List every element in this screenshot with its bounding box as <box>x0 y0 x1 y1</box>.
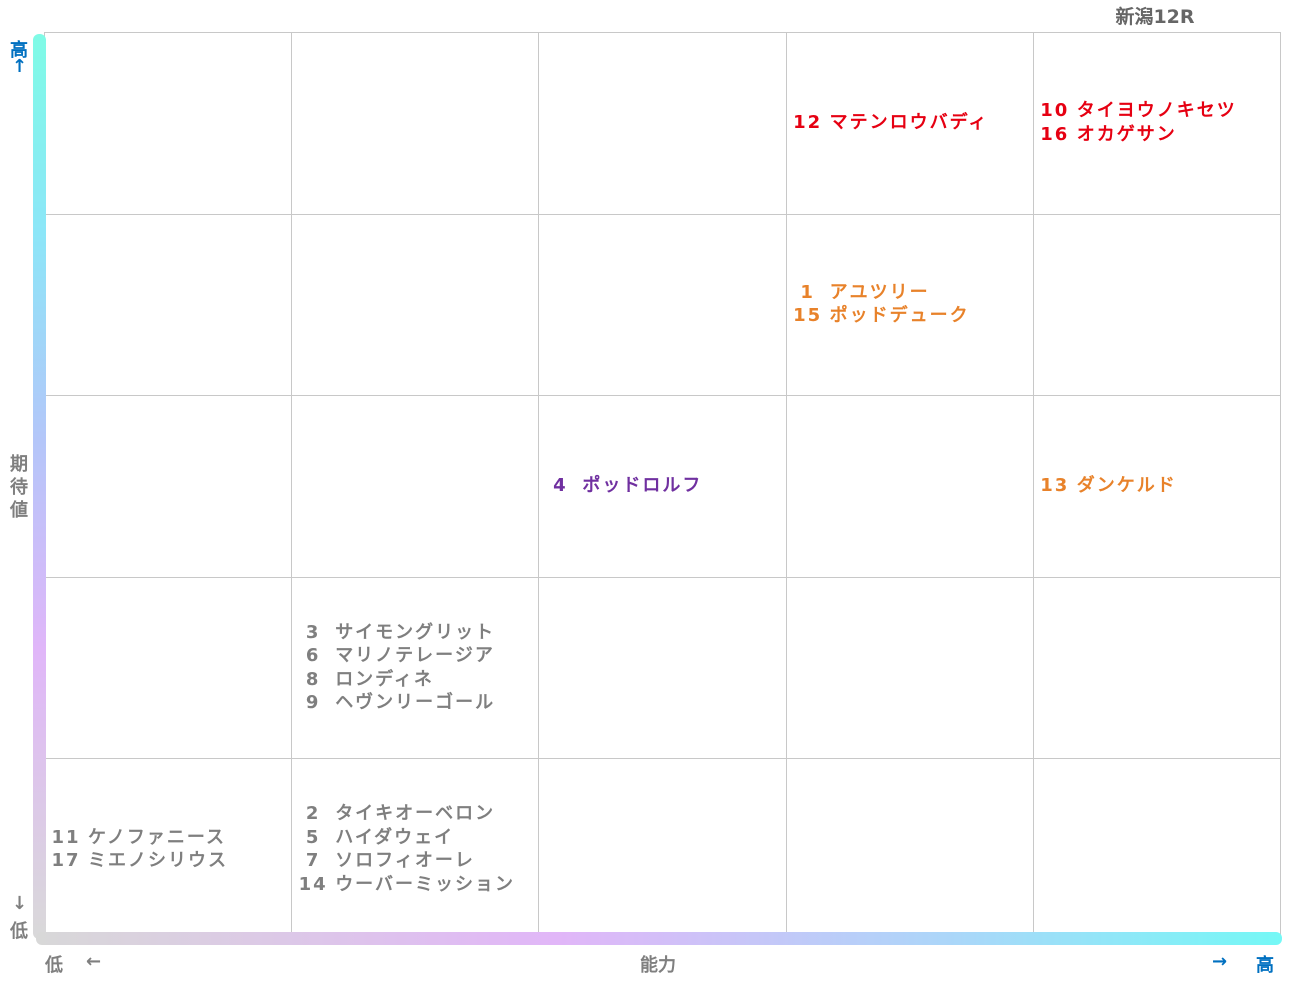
horse-name: タイキオーベロン <box>335 803 496 825</box>
horse-name: ウーバーミッション <box>335 873 516 895</box>
horse-number: 9 <box>305 692 321 714</box>
horse-number: 14 <box>298 873 328 895</box>
horse-entry: 4 ポッドロルフ <box>544 474 702 498</box>
horse-name: ロンディネ <box>335 668 434 690</box>
horse-name: ポッドロルフ <box>582 475 703 497</box>
grid-vline <box>1033 32 1034 940</box>
race-label: 新潟12R <box>1115 6 1195 28</box>
horse-number: 7 <box>305 850 321 872</box>
matrix-grid: 12 マテンロウバディ 10 タイヨウノキセツ 16 オカゲサン 1 アユツリー 15 ポッドデュ… <box>44 32 1281 941</box>
horse-name: サイモングリット <box>335 621 496 643</box>
horse-number: 16 <box>1040 123 1070 145</box>
horse-name: ヘヴンリーゴール <box>335 692 496 714</box>
grid-cell: 2 タイキオーベロン 5 ハイダウェイ 7 ソロフィオーレ 14 ウーバーミッション <box>293 758 536 940</box>
down-arrow-icon: ↓ <box>12 893 28 914</box>
horse-number: 5 <box>305 826 321 848</box>
grid-cell: 3 サイモングリット 6 マリノテレージア 8 ロンディネ 9 ヘヴンリーゴール <box>293 577 536 759</box>
horse-entry: 15 ポッドデューク <box>792 304 970 328</box>
x-axis-high-label: 高 <box>1256 955 1274 976</box>
horse-number: 17 <box>51 850 81 872</box>
horse-number: 8 <box>305 668 321 690</box>
horse-entry: 8 ロンディネ <box>297 668 434 692</box>
horse-name: ソロフィオーレ <box>335 850 475 872</box>
grid-hline <box>44 214 1280 215</box>
horse-name: ポッドデューク <box>829 305 970 327</box>
horse-name: マリノテレージア <box>335 645 495 667</box>
x-axis-title: 能力 <box>640 955 676 976</box>
horse-number: 2 <box>305 803 321 825</box>
horse-name: アユツリー <box>829 281 930 303</box>
horse-number: 12 <box>793 112 823 134</box>
x-axis-low-label: 低 <box>45 955 63 976</box>
horse-name: ハイダウェイ <box>335 826 455 848</box>
horse-number: 10 <box>1040 100 1070 122</box>
grid-vline <box>538 32 539 940</box>
horse-number: 3 <box>305 621 321 643</box>
grid-hline <box>44 395 1280 396</box>
horse-name: オカゲサン <box>1076 123 1177 145</box>
grid-cell: 10 タイヨウノキセツ 16 オカゲサン <box>1035 32 1278 214</box>
right-arrow-icon: → <box>1212 951 1228 972</box>
y-axis-title: 期待値 <box>10 454 28 521</box>
grid-hline <box>44 758 1280 759</box>
left-arrow-icon: ← <box>86 951 102 972</box>
grid-cell: 11 ケノファニース 17 ミエノシリウス <box>46 758 289 940</box>
horse-entry: 13 ダンケルド <box>1039 474 1177 498</box>
horse-number: 11 <box>51 826 81 848</box>
horse-entry: 16 オカゲサン <box>1039 123 1177 147</box>
grid-cell: 13 ダンケルド <box>1035 395 1278 577</box>
horse-name: ケノファニース <box>88 826 227 848</box>
grid-vline <box>786 32 787 940</box>
horse-entry: 7 ソロフィオーレ <box>297 849 475 873</box>
horse-number: 1 <box>800 281 815 303</box>
horse-entry: 14 ウーバーミッション <box>297 873 515 897</box>
y-axis-low-label: 低 <box>10 921 28 942</box>
horse-entry: 6 マリノテレージア <box>297 644 495 668</box>
y-axis-bar <box>33 34 46 939</box>
horse-name: タイヨウノキセツ <box>1076 100 1237 122</box>
grid-cell: 12 マテンロウバディ <box>788 32 1031 214</box>
horse-entry: 11 ケノファニース <box>50 826 226 850</box>
horse-entry: 9 ヘヴンリーゴール <box>297 691 495 715</box>
x-axis-bar <box>36 932 1282 945</box>
grid-vline <box>291 32 292 940</box>
horse-entry: 12 マテンロウバディ <box>792 111 989 135</box>
horse-entry: 1 アユツリー <box>792 281 930 305</box>
horse-number: 4 <box>553 475 568 497</box>
grid-cell: 1 アユツリー 15 ポッドデューク <box>788 214 1031 396</box>
horse-number: 15 <box>793 305 823 327</box>
horse-name: マテンロウバディ <box>829 112 989 134</box>
horse-name: ミエノシリウス <box>88 850 228 872</box>
grid-hline <box>44 32 1280 33</box>
grid-hline <box>44 577 1280 578</box>
horse-entry: 2 タイキオーベロン <box>297 802 495 826</box>
horse-entry: 5 ハイダウェイ <box>297 826 454 850</box>
up-arrow-icon: ↑ <box>12 56 28 77</box>
horse-name: ダンケルド <box>1076 475 1177 497</box>
horse-entry: 3 サイモングリット <box>297 621 495 645</box>
grid-vline <box>1280 32 1281 940</box>
grid-cell: 4 ポッドロルフ <box>540 395 783 577</box>
horse-number: 6 <box>305 645 321 667</box>
horse-entry: 17 ミエノシリウス <box>50 849 228 873</box>
horse-entry: 10 タイヨウノキセツ <box>1039 99 1237 123</box>
horse-number: 13 <box>1040 475 1070 497</box>
y-axis-high-label: 高 <box>10 40 28 61</box>
